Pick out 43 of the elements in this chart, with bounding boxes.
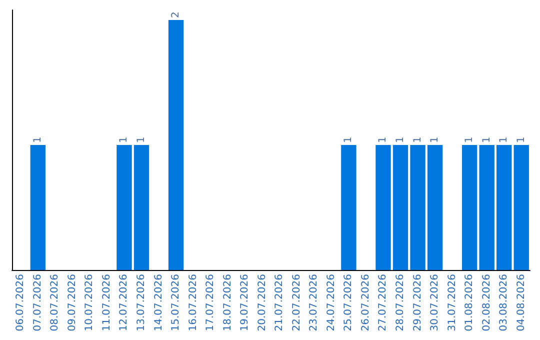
data-label: 1 [32,136,44,143]
data-label: 1 [498,136,510,143]
x-tick-label: 27.07.2026 [378,274,389,332]
x-tick-label: 02.08.2026 [481,274,492,332]
x-tick-label: 20.07.2026 [256,274,268,332]
x-tick-label: 22.07.2026 [291,274,302,332]
x-tick-label: 26.07.2026 [360,274,372,332]
data-label: 1 [412,136,424,143]
x-tick-label: 29.07.2026 [412,274,424,332]
data-label: 1 [430,136,441,143]
x-tick-label: 07.07.2026 [32,274,44,332]
x-tick-label: 03.08.2026 [498,274,510,332]
x-tick-label: 31.07.2026 [446,274,458,332]
x-tick-label: 17.07.2026 [205,274,216,332]
x-tick-label: 28.07.2026 [395,274,406,332]
data-label: 1 [136,136,147,143]
x-tick-label: 09.07.2026 [66,274,78,332]
x-tick-label: 14.07.2026 [153,274,164,332]
x-tick-label: 23.07.2026 [308,274,320,332]
data-label: 1 [395,136,406,143]
data-label: 1 [118,136,130,143]
x-tick-label: 04.08.2026 [516,274,527,332]
x-tick-label: 19.07.2026 [240,274,251,332]
x-tick-label: 12.07.2026 [118,274,130,332]
x-tick-label: 06.07.2026 [15,274,26,332]
x-tick-label: 15.07.2026 [170,274,182,332]
data-label: 1 [464,136,476,143]
data-label: 1 [343,136,354,143]
x-tick-label: 30.07.2026 [430,274,441,332]
data-label: 2 [170,12,182,18]
x-tick-label: 18.07.2026 [222,274,234,332]
x-tick-label: 16.07.2026 [188,274,199,332]
x-tick-label: 08.07.2026 [50,274,61,332]
x-tick-label: 25.07.2026 [343,274,354,332]
x-tick-label: 10.07.2026 [84,274,96,332]
data-label: 1 [378,136,389,143]
x-tick-label: 11.07.2026 [101,274,112,332]
x-tick-label: 13.07.2026 [136,274,147,332]
data-label: 1 [516,136,527,143]
x-tick-label: 01.08.2026 [464,274,476,332]
data-label: 1 [481,136,492,143]
x-tick-label: 24.07.2026 [326,274,337,332]
x-tick-label: 21.07.2026 [274,274,286,332]
